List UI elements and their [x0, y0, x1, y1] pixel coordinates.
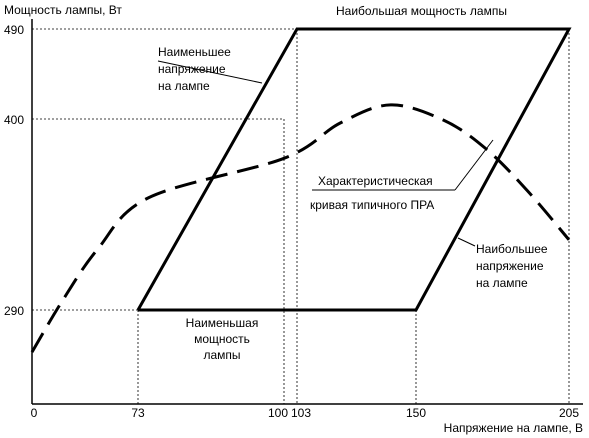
- y-tick-490: 490: [4, 23, 24, 37]
- y-tick-290: 290: [4, 304, 24, 318]
- min-power-line-1: Наименьшая: [186, 316, 259, 330]
- curve-label: Характеристическая кривая типичного ПРА: [310, 139, 494, 212]
- curve-label-line-2: кривая типичного ПРА: [310, 198, 434, 212]
- max-voltage-line-3: на лампе: [476, 276, 528, 290]
- min-voltage-line-3: на лампе: [158, 79, 210, 93]
- max-power-label: Наибольшая мощность лампы: [336, 4, 507, 18]
- x-tick-0: 0: [31, 406, 38, 420]
- min-voltage-leader: [157, 60, 263, 84]
- x-tick-150: 150: [406, 406, 426, 420]
- min-power-label: Наименьшая мощность лампы: [186, 316, 259, 362]
- min-power-line-2: мощность: [194, 332, 250, 346]
- min-power-line-3: лампы: [203, 348, 240, 362]
- operating-boundary: [136, 27, 572, 312]
- max-voltage-label: Наибольшее напряжение на лампе: [457, 237, 548, 290]
- min-voltage-line-2: напряжение: [158, 62, 226, 76]
- curve-label-line-1: Характеристическая: [318, 174, 433, 188]
- curve-leader-diagonal: [454, 139, 494, 191]
- min-voltage-label: Наименьшее напряжение на лампе: [157, 45, 263, 93]
- max-voltage-line-2: напряжение: [476, 259, 544, 273]
- max-voltage-line-1: Наибольшее: [476, 242, 548, 256]
- x-axis-title: Напряжение на лампе, В: [444, 421, 583, 435]
- x-tick-205: 205: [559, 406, 579, 420]
- max-voltage-leader: [457, 237, 476, 247]
- y-axis-title: Мощность лампы, Вт: [4, 3, 122, 17]
- ballast-characteristic-curve: [30, 103, 571, 353]
- guide-lines: [32, 28, 570, 404]
- x-tick-100: 100: [268, 406, 288, 420]
- min-voltage-line-1: Наименьшее: [158, 45, 231, 59]
- x-tick-103: 103: [291, 406, 311, 420]
- y-tick-400: 400: [4, 113, 24, 127]
- x-tick-73: 73: [131, 406, 145, 420]
